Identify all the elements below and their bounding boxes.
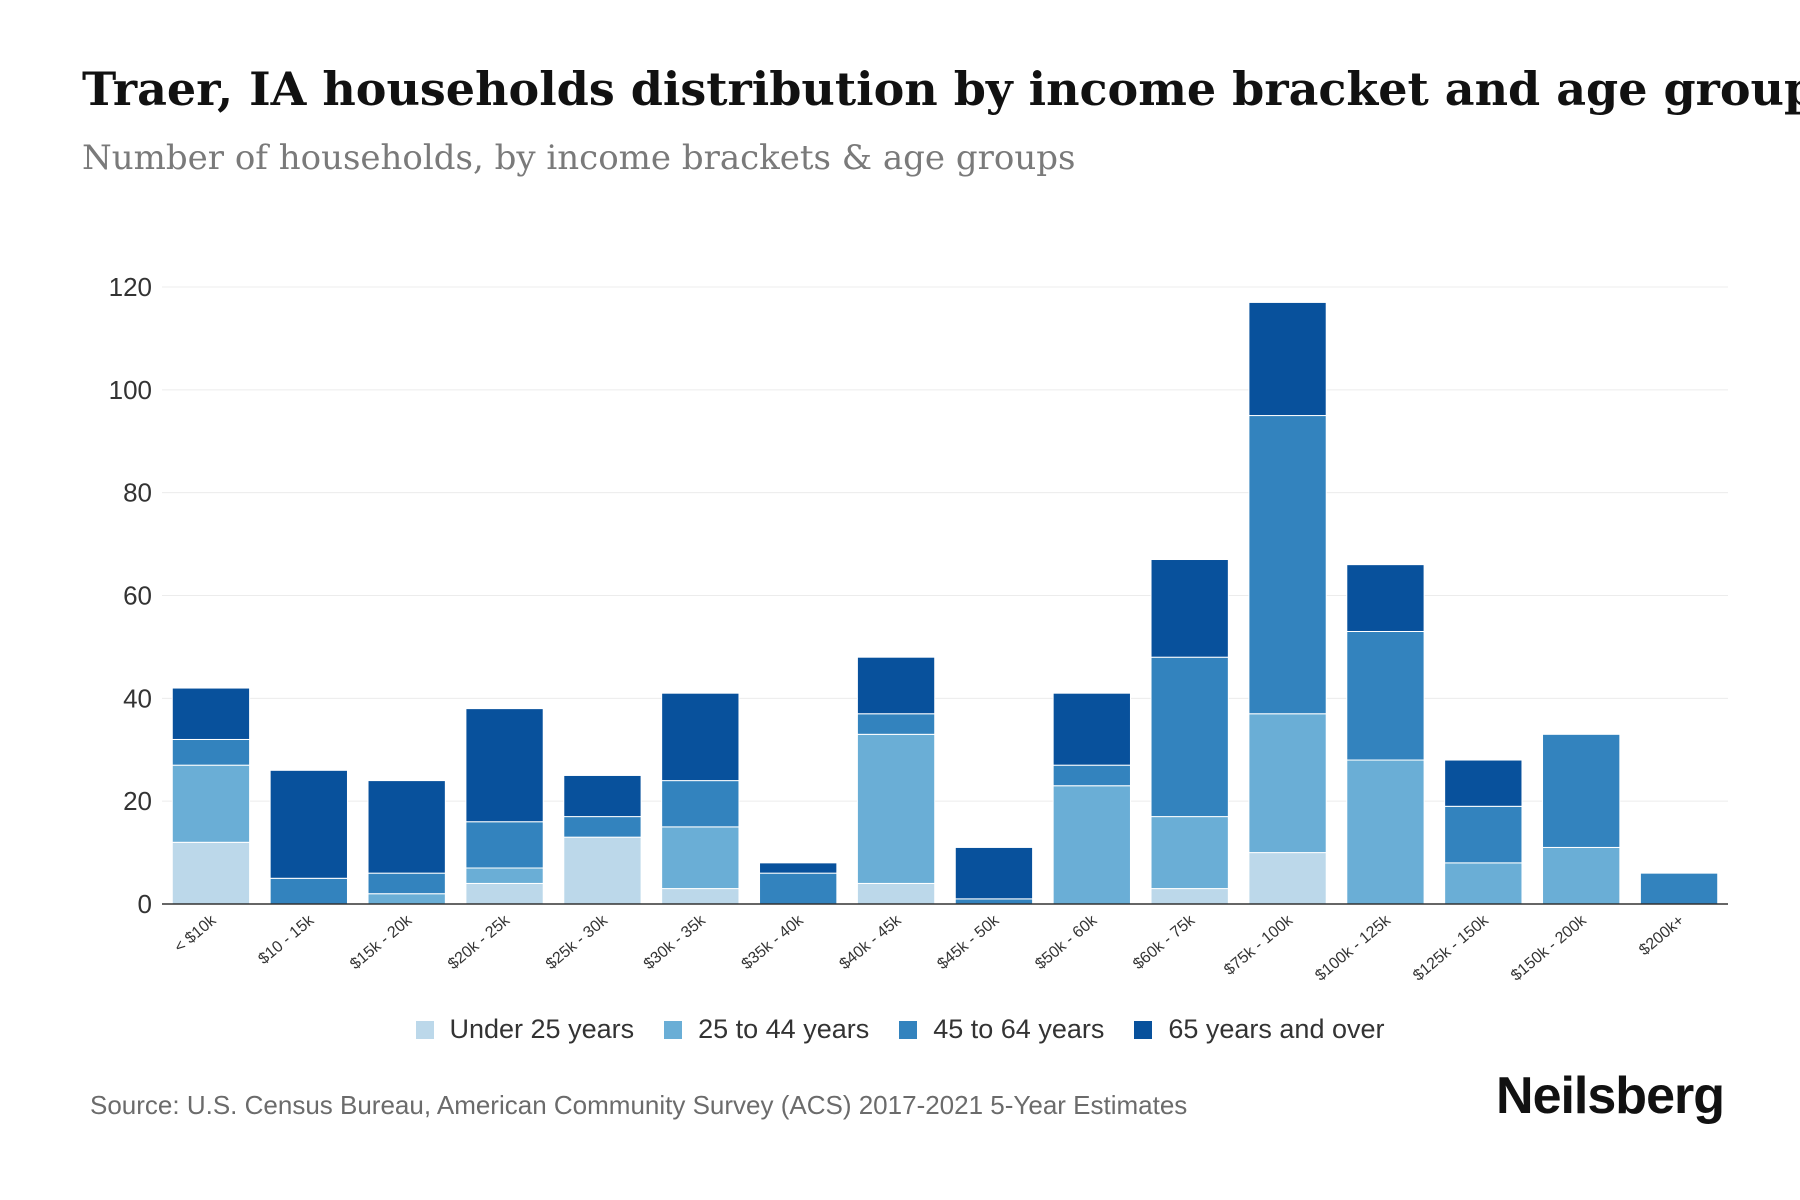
bar-segment: [954, 898, 1034, 905]
bar-segment: [465, 867, 544, 884]
bar-segment: [465, 882, 544, 905]
bar-segment: [1052, 764, 1131, 787]
legend-item: 25 to 44 years: [664, 1014, 869, 1045]
bar-segment: [1444, 805, 1523, 864]
bar-segment: [367, 780, 446, 874]
x-tick-label: $15k - 20k: [347, 911, 416, 973]
x-tick-label: $40k - 45k: [836, 911, 905, 973]
x-tick-label: $45k - 50k: [934, 911, 1003, 973]
x-tick-label: $10 - 15k: [255, 911, 318, 968]
bar-segment: [367, 872, 446, 895]
bar-segment: [367, 893, 446, 905]
y-tick-label: 0: [138, 889, 152, 919]
x-tick-label: $100k - 125k: [1312, 911, 1395, 984]
x-tick-label: $60k - 75k: [1130, 911, 1199, 973]
bar-segment: [1150, 816, 1229, 890]
stacked-bar-chart: 0 20 40 60 80 100 120 < $10k $10 - 15k $15k - 20k…: [109, 272, 1728, 985]
chart-subtitle: Number of households, by income brackets…: [82, 138, 1076, 178]
bar-segment: [856, 713, 936, 735]
bar-segment: [661, 780, 740, 828]
bar-segment: [1150, 559, 1229, 658]
bar-segment: [1639, 872, 1719, 905]
bar-segment: [1248, 713, 1327, 854]
bar-segment: [661, 888, 740, 905]
bar-segment: [954, 846, 1034, 900]
bar-segment: [1542, 733, 1621, 848]
bar-segment: [171, 764, 251, 843]
x-tick-label: $20k - 25k: [445, 911, 514, 973]
source-note: Source: U.S. Census Bureau, American Com…: [90, 1090, 1188, 1120]
legend-label: 45 to 64 years: [933, 1014, 1105, 1044]
bar-segment: [1052, 785, 1131, 905]
bar-segment: [465, 821, 544, 869]
legend-swatch: [899, 1020, 918, 1039]
legend-item: Under 25 years: [415, 1014, 635, 1045]
legend-label: Under 25 years: [449, 1014, 635, 1044]
x-tick-label: $30k - 35k: [641, 911, 710, 973]
x-tick-label: < $10k: [171, 911, 220, 956]
bar-segment: [1444, 862, 1523, 905]
x-tick-label: $35k - 40k: [739, 911, 808, 973]
bar-segment: [1052, 692, 1131, 766]
bar-segment: [1150, 888, 1229, 905]
legend-swatch: [664, 1020, 683, 1039]
x-tick-label: $125k - 150k: [1410, 911, 1493, 984]
legend-item: 45 to 64 years: [899, 1014, 1104, 1045]
x-tick-label: $150k - 200k: [1508, 911, 1591, 984]
legend-item: 65 years and over: [1134, 1014, 1385, 1045]
bar-segment: [1248, 852, 1327, 905]
y-tick-label: 20: [123, 786, 152, 816]
bar-segment: [563, 836, 642, 905]
legend-label: 25 to 44 years: [698, 1014, 870, 1044]
bar-segment: [856, 733, 936, 884]
y-tick-label: 120: [109, 272, 152, 302]
y-tick-label: 80: [123, 478, 152, 508]
legend-swatch: [415, 1020, 434, 1039]
bar-segment: [661, 692, 740, 782]
bar-segment: [759, 862, 838, 874]
bar-segment: [1542, 846, 1621, 905]
y-tick-label: 100: [109, 375, 152, 405]
bar-segment: [759, 872, 838, 905]
bar-segment: [856, 882, 936, 905]
bar-segment: [856, 656, 936, 715]
bar-segment: [1346, 564, 1425, 632]
bar-segment: [171, 738, 251, 766]
y-tick-label: 40: [123, 683, 152, 713]
bar-segment: [563, 774, 642, 818]
bar-segment: [1150, 656, 1229, 818]
bar-segment: [1248, 301, 1327, 417]
chart-title: Traer, IA households distribution by inc…: [82, 62, 1800, 116]
legend-label: 65 years and over: [1168, 1014, 1385, 1044]
bar-segment: [1248, 415, 1327, 715]
bar-segment: [269, 769, 348, 879]
bar-segment: [1346, 630, 1425, 761]
bar-segment: [563, 816, 642, 838]
y-tick-label: 60: [123, 581, 152, 611]
bar-segment: [269, 877, 348, 905]
x-tick-label: $200k+: [1636, 912, 1687, 959]
bar-segment: [171, 841, 251, 905]
x-tick-label: $25k - 30k: [543, 911, 612, 973]
bar-segment: [1346, 759, 1425, 905]
bar-segment: [661, 826, 740, 890]
bar-segment: [465, 708, 544, 823]
bar-segment: [171, 687, 251, 740]
neilsberg-logo: Neilsberg: [1496, 1067, 1725, 1125]
legend-swatch: [1134, 1020, 1153, 1039]
x-tick-label: $75k - 100k: [1221, 911, 1297, 978]
x-tick-label: $50k - 60k: [1032, 911, 1101, 973]
bar-segment: [1444, 759, 1523, 807]
chart-legend: Under 25 years 25 to 44 years 45 to 64 yea…: [0, 1014, 1800, 1045]
